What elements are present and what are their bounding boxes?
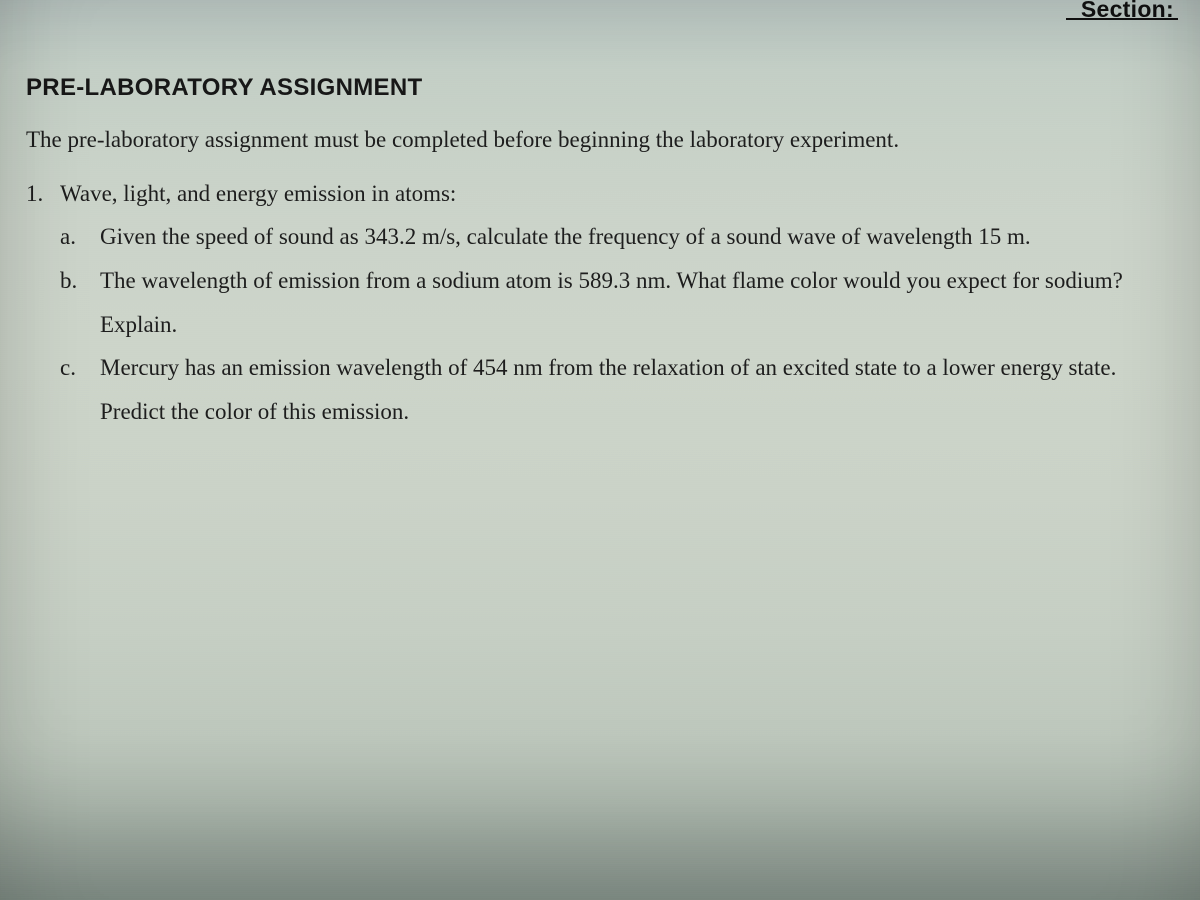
sub-question-item: a. Given the speed of sound as 343.2 m/s…: [60, 215, 1178, 259]
question-list: 1. Wave, light, and energy emission in a…: [26, 172, 1178, 216]
sub-question-item: c. Mercury has an emission wavelength of…: [60, 346, 1178, 433]
sub-question-text: The wavelength of emission from a sodium…: [100, 259, 1178, 346]
assignment-heading: PRE-LABORATORY ASSIGNMENT: [26, 74, 1178, 102]
sub-question-text: Given the speed of sound as 343.2 m/s, c…: [100, 215, 1178, 259]
sub-question-letter: a.: [60, 215, 100, 259]
question-text: Wave, light, and energy emission in atom…: [60, 172, 1178, 216]
sub-question-list: a. Given the speed of sound as 343.2 m/s…: [26, 215, 1178, 433]
sub-question-letter: b.: [60, 259, 100, 303]
question-item: 1. Wave, light, and energy emission in a…: [26, 172, 1178, 216]
assignment-intro: The pre-laboratory assignment must be co…: [26, 122, 1178, 158]
sub-question-item: b. The wavelength of emission from a sod…: [60, 259, 1178, 346]
question-number: 1.: [26, 172, 60, 216]
document-page: PRE-LABORATORY ASSIGNMENT The pre-labora…: [0, 0, 1200, 434]
sub-question-text: Mercury has an emission wavelength of 45…: [100, 346, 1178, 433]
sub-question-letter: c.: [60, 346, 100, 390]
section-blank-underline: [1066, 18, 1178, 20]
